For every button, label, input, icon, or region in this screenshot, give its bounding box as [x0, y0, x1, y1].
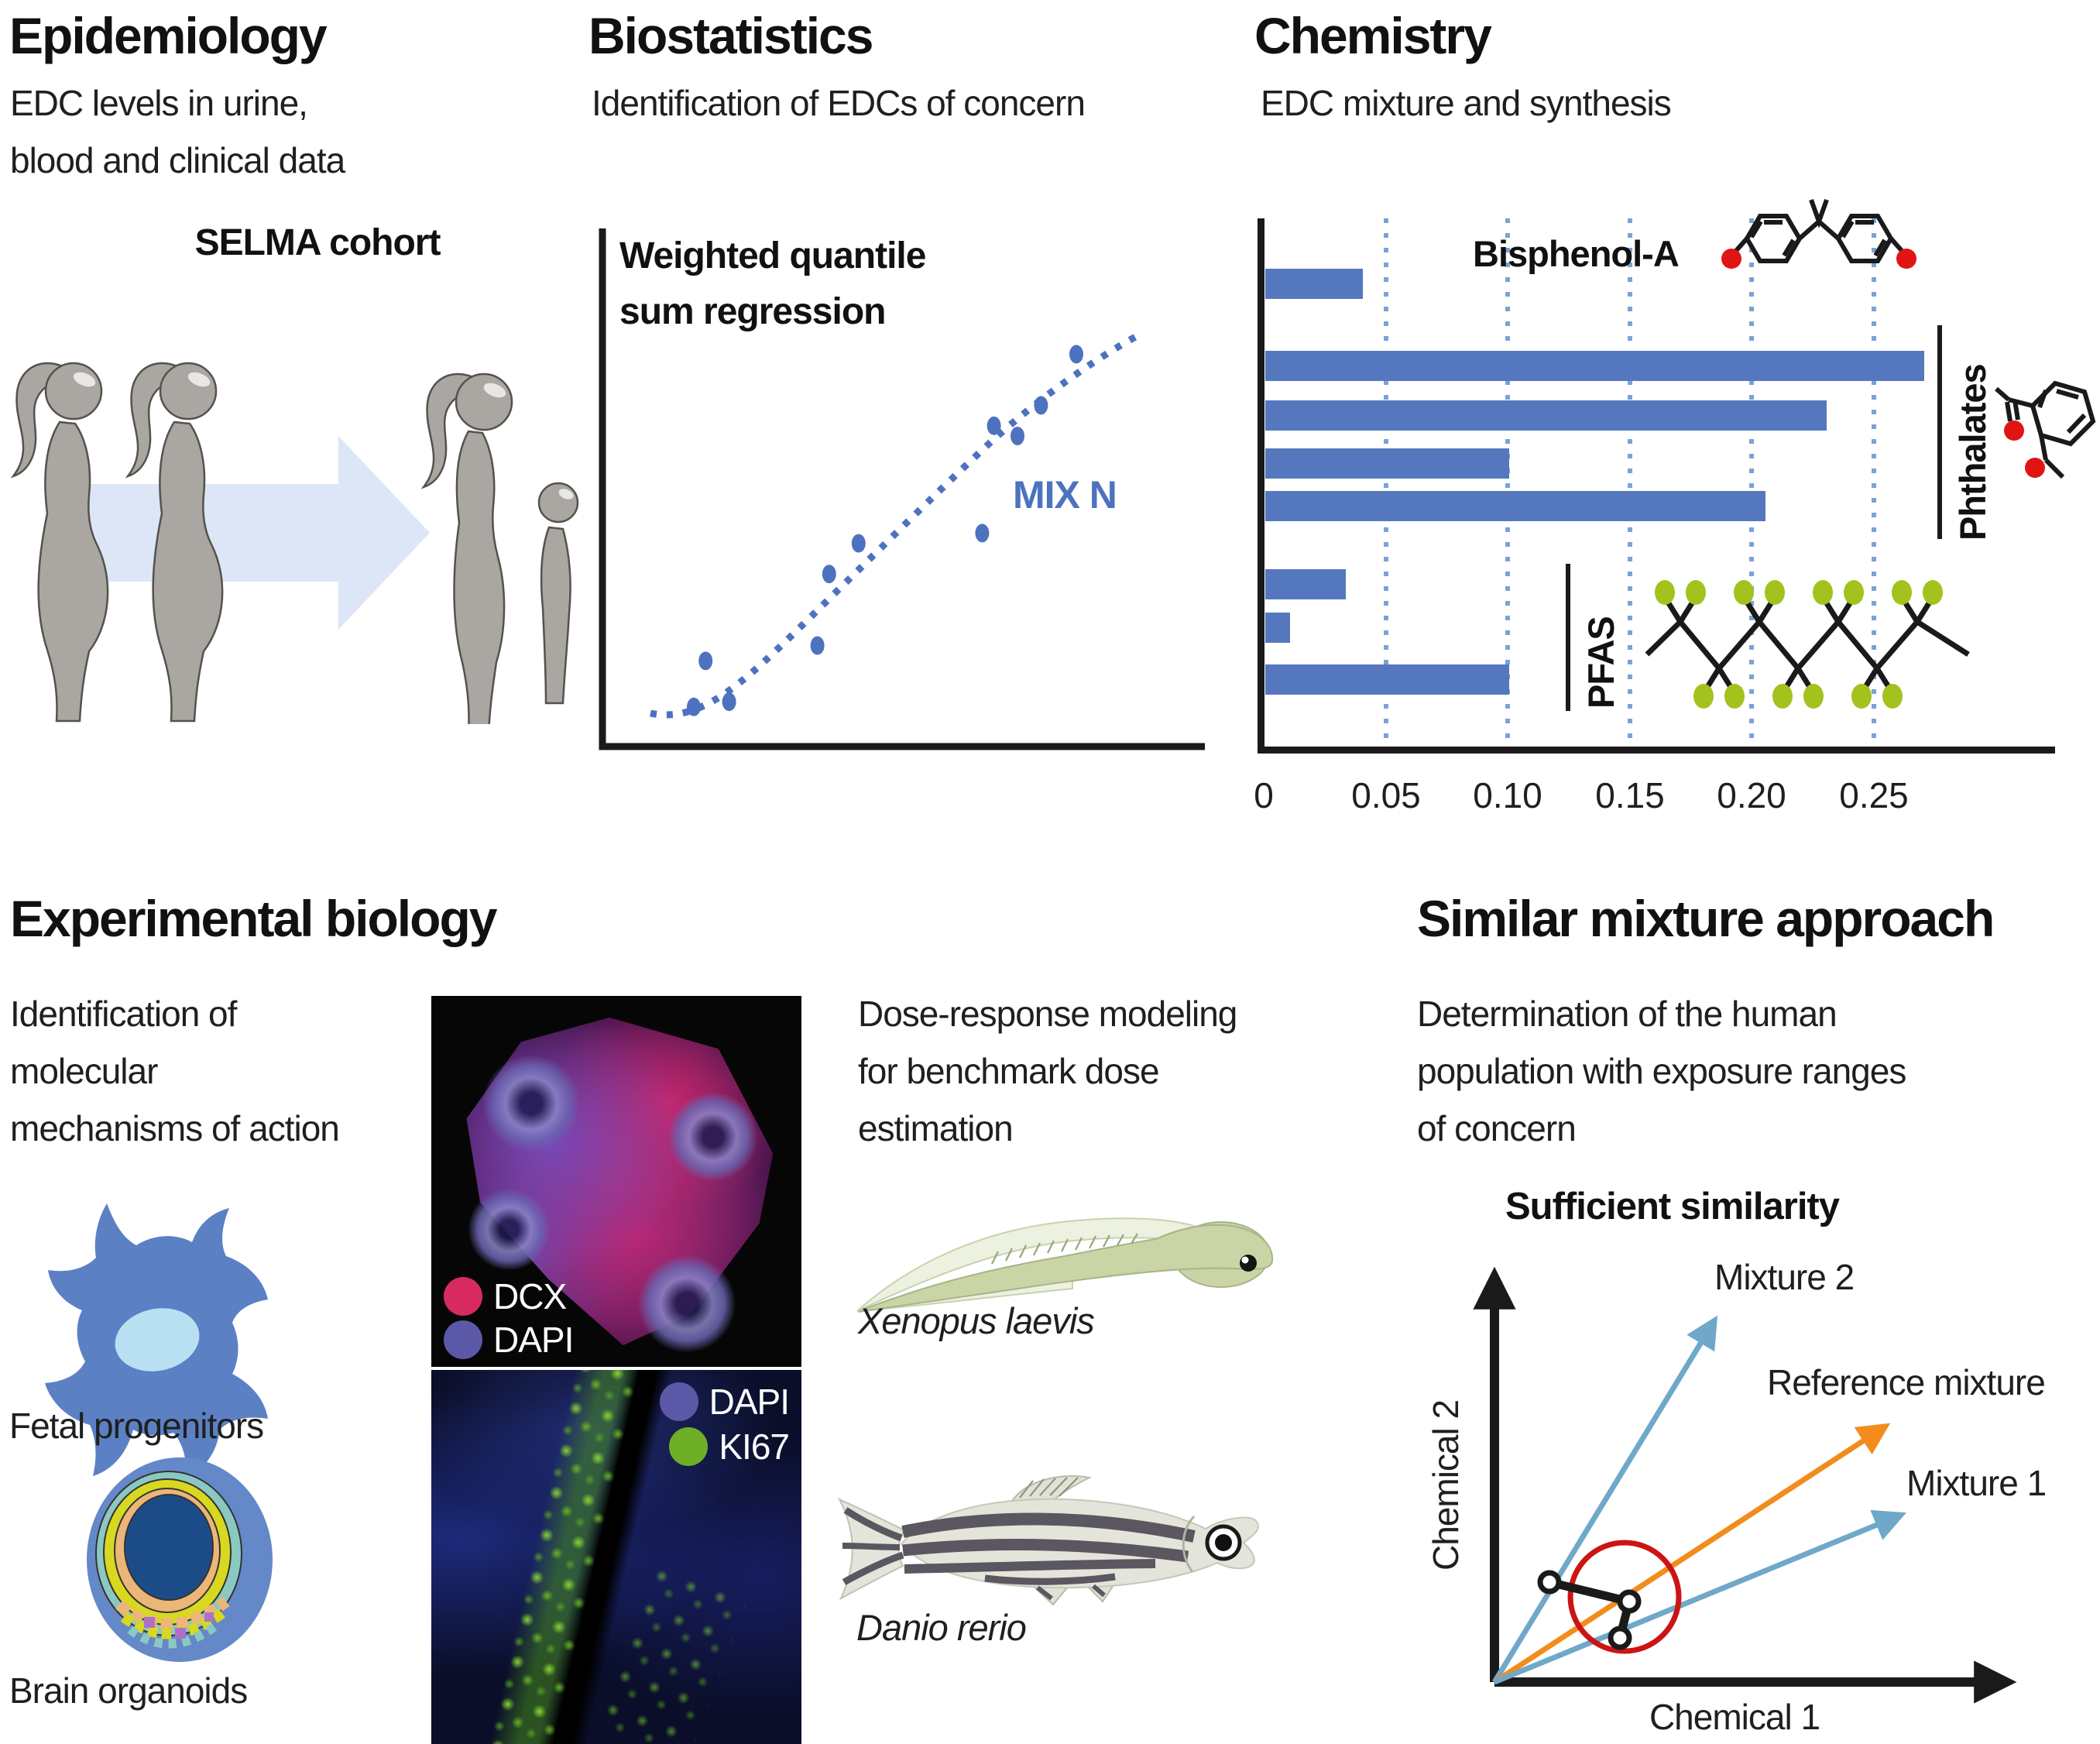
x-tick-0.10: 0.10 — [1473, 775, 1542, 815]
wqs-regression-curve — [650, 332, 1141, 719]
dapi-color-dot — [659, 1382, 698, 1421]
chem-bar-5 — [1265, 569, 1346, 599]
pregnant-woman-1 — [12, 362, 109, 723]
chem-bar-6 — [1265, 613, 1290, 643]
x-tick-0.25: 0.25 — [1839, 775, 1909, 815]
experimental-biology-title: Experimental biology — [10, 890, 497, 947]
dcx-color-dot — [444, 1277, 482, 1316]
danio-rerio-label: Danio rerio — [856, 1607, 1027, 1648]
phthalates-bracket — [1937, 325, 1942, 539]
reference-mixture-label: Reference mixture — [1767, 1362, 2046, 1402]
gridline-0.15 — [1628, 218, 1632, 748]
selma-cohort-label: SELMA cohort — [194, 222, 441, 263]
chem-y-axis — [1258, 218, 1264, 754]
chem-bar-0 — [1265, 269, 1363, 299]
chemistry-subtitle: EDC mixture and synthesis — [1261, 83, 1672, 123]
mixture-2-label: Mixture 2 — [1714, 1257, 1855, 1297]
chemistry-title: Chemistry — [1254, 7, 1492, 64]
legend-dcx: DCX — [444, 1275, 567, 1317]
chem-x-axis — [1258, 747, 2055, 754]
legend-dapi-1: DAPI — [444, 1319, 574, 1361]
scatter-point-3 — [810, 636, 825, 655]
scatter-point-4 — [822, 565, 836, 584]
chem-bar-3 — [1265, 448, 1509, 479]
transition-arrow-icon — [58, 436, 430, 630]
similarity-highlight-circle — [1567, 1540, 1682, 1654]
biostatistics-subtitle: Identification of EDCs of concern — [592, 83, 1086, 123]
organoid-microscopy-image: DCX DAPI — [431, 996, 801, 1367]
biostatistics-title: Biostatistics — [588, 7, 873, 64]
mix-n-series-label: MIX N — [1013, 473, 1117, 517]
legend-dapi-2: DAPI — [659, 1381, 790, 1423]
mixture-1-label: Mixture 1 — [1906, 1463, 2047, 1503]
x-tick-0: 0 — [1254, 775, 1274, 815]
gridline-0.10 — [1505, 218, 1510, 748]
chem-bar-chart: 0 0.05 0.10 0.15 0.20 0.25 — [1254, 218, 2054, 815]
x-tick-0.05: 0.05 — [1351, 775, 1421, 815]
scatter-point-5 — [851, 534, 866, 553]
wqs-scatter-points — [687, 345, 1083, 716]
epidemiology-subtitle-line2: blood and clinical data — [10, 140, 345, 180]
child-figure — [537, 482, 579, 705]
sample-points — [1537, 1570, 1642, 1650]
phthalate-structure-icon — [1995, 380, 2096, 479]
mixture-2-vector — [1492, 1315, 1718, 1684]
epidemiology-title: Epidemiology — [9, 7, 328, 64]
scatter-point-7 — [987, 416, 1001, 435]
similar-mixture-title: Similar mixture approach — [1417, 890, 1995, 947]
dapi-color-dot — [444, 1320, 482, 1359]
legend-ki67: KI67 — [669, 1426, 790, 1468]
reference-mixture-vector — [1493, 1423, 1891, 1684]
gridline-0.05 — [1384, 218, 1388, 748]
mother-figure — [420, 372, 513, 724]
pfas-structure-icon — [1645, 580, 1970, 709]
rosette-spot — [468, 1189, 550, 1271]
sufficient-similarity-diagram — [1473, 1266, 2017, 1704]
scatter-point-6 — [975, 524, 990, 543]
danio-rerio-fish-icon — [837, 1475, 1259, 1606]
chemical-2-axis-label: Chemical 2 — [1426, 1399, 1466, 1571]
brain-organoid-icon — [87, 1457, 273, 1662]
phthalates-group-label: Phthalates — [1952, 364, 1993, 541]
xenopus-laevis-label: Xenopus laevis — [858, 1300, 1095, 1341]
mixture-1-vector — [1493, 1509, 1907, 1685]
brain-organoids-label: Brain organoids — [9, 1670, 248, 1711]
scatter-point-8 — [1011, 427, 1024, 445]
epidemiology-subtitle-line1: EDC levels in urine, — [10, 83, 308, 123]
rosette-spot — [482, 1055, 580, 1152]
dose-response-description: Dose-response modeling for benchmark dos… — [858, 994, 1237, 1148]
wqs-scatter-plot — [599, 228, 1205, 750]
chem-bar-1 — [1265, 351, 1924, 381]
x-tick-0.15: 0.15 — [1595, 775, 1665, 815]
gridline-0.20 — [1749, 218, 1754, 748]
chemical-1-axis-label: Chemical 1 — [1649, 1697, 1820, 1737]
pfas-group-label: PFAS — [1580, 616, 1621, 709]
wqs-axes — [599, 228, 1205, 750]
scatter-point-1 — [722, 692, 736, 712]
scatter-point-10 — [1069, 345, 1083, 364]
x-tick-0.20: 0.20 — [1717, 775, 1786, 815]
rosette-spot — [638, 1255, 735, 1352]
experimental-biology-description: Identification of molecular mechanisms o… — [10, 994, 340, 1148]
wqs-plot-title: Weighted quantile sum regression — [619, 235, 926, 332]
sufficient-similarity-title: Sufficient similarity — [1505, 1186, 1840, 1227]
rosette-microscopy-image: DAPI KI67 — [431, 1370, 801, 1744]
chem-bar-4 — [1265, 491, 1765, 521]
xenopus-tadpole-icon — [856, 1217, 1274, 1313]
ki67-color-dot — [669, 1427, 709, 1466]
bisphenol-a-structure-icon — [1721, 198, 1916, 269]
scatter-point-9 — [1034, 396, 1048, 415]
fetal-progenitors-label: Fetal progenitors — [9, 1406, 264, 1446]
scatter-point-0 — [687, 697, 701, 716]
pfas-bracket — [1566, 564, 1570, 711]
similar-mixture-description: Determination of the human population wi… — [1417, 994, 1906, 1148]
chem-bar-2 — [1265, 400, 1827, 431]
scatter-point-2 — [698, 651, 713, 671]
gridline-0.25 — [1872, 218, 1876, 748]
bisphenol-a-label: Bisphenol-A — [1473, 233, 1680, 274]
chem-bar-7 — [1265, 664, 1509, 695]
cohort-illustration — [12, 362, 579, 724]
rosette-spot — [667, 1092, 757, 1182]
